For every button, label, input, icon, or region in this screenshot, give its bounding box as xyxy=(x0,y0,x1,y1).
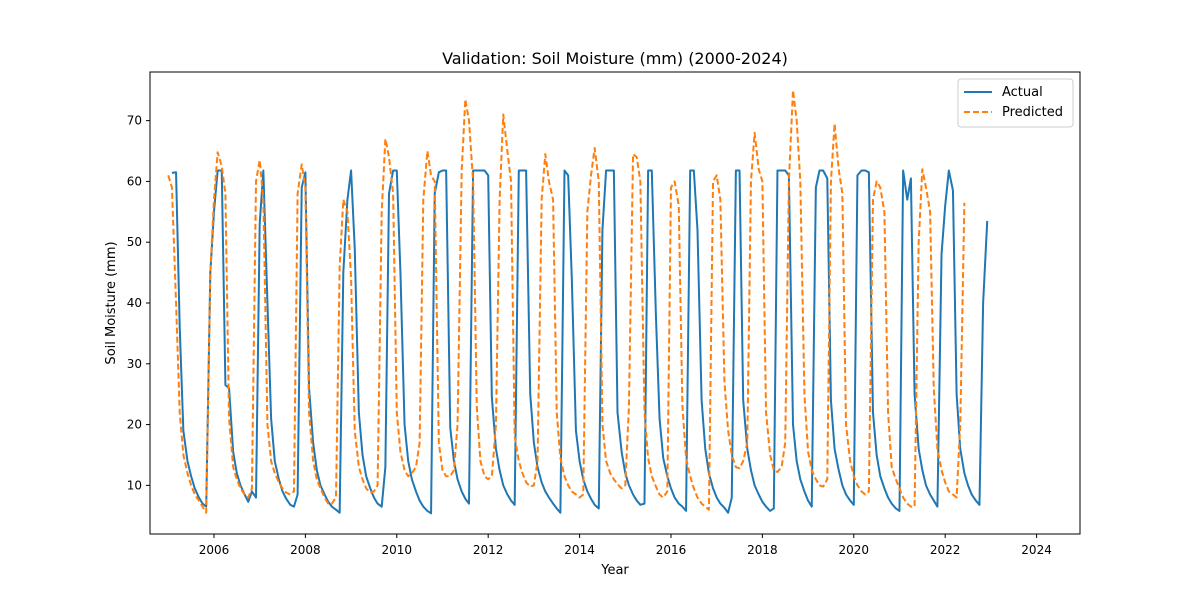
legend-label-predicted: Predicted xyxy=(1002,105,1063,120)
y-tick-label: 60 xyxy=(127,174,142,188)
legend-label-actual: Actual xyxy=(1002,85,1043,100)
x-tick-label: 2016 xyxy=(656,543,687,557)
x-tick-label: 2024 xyxy=(1021,543,1052,557)
series-line-predicted xyxy=(167,89,966,514)
y-tick-label: 40 xyxy=(127,296,142,310)
chart-title: Validation: Soil Moisture (mm) (2000-202… xyxy=(442,49,788,68)
x-tick-label: 2006 xyxy=(199,543,230,557)
y-tick-label: 10 xyxy=(127,478,142,492)
plot-area xyxy=(167,89,989,515)
y-tick-label: 50 xyxy=(127,235,142,249)
legend: Actual Predicted xyxy=(957,78,1074,128)
x-tick-label: 2010 xyxy=(382,543,413,557)
x-tick-label: 2020 xyxy=(839,543,870,557)
y-tick-label: 70 xyxy=(127,114,142,128)
y-tick-label: 20 xyxy=(127,418,142,432)
y-axis-label: Soil Moisture (mm) xyxy=(104,241,119,364)
x-axis-label: Year xyxy=(600,563,629,578)
axes: 2006 2008 2010 2012 2014 2016 2018 2020 2022 2024… xyxy=(127,71,1081,557)
x-tick-label: 2012 xyxy=(473,543,504,557)
x-tick-label: 2014 xyxy=(564,543,595,557)
x-tick-label: 2022 xyxy=(930,543,961,557)
x-tick-label: 2008 xyxy=(290,543,321,557)
x-tick-label: 2018 xyxy=(747,543,778,557)
y-tick-label: 30 xyxy=(127,357,142,371)
